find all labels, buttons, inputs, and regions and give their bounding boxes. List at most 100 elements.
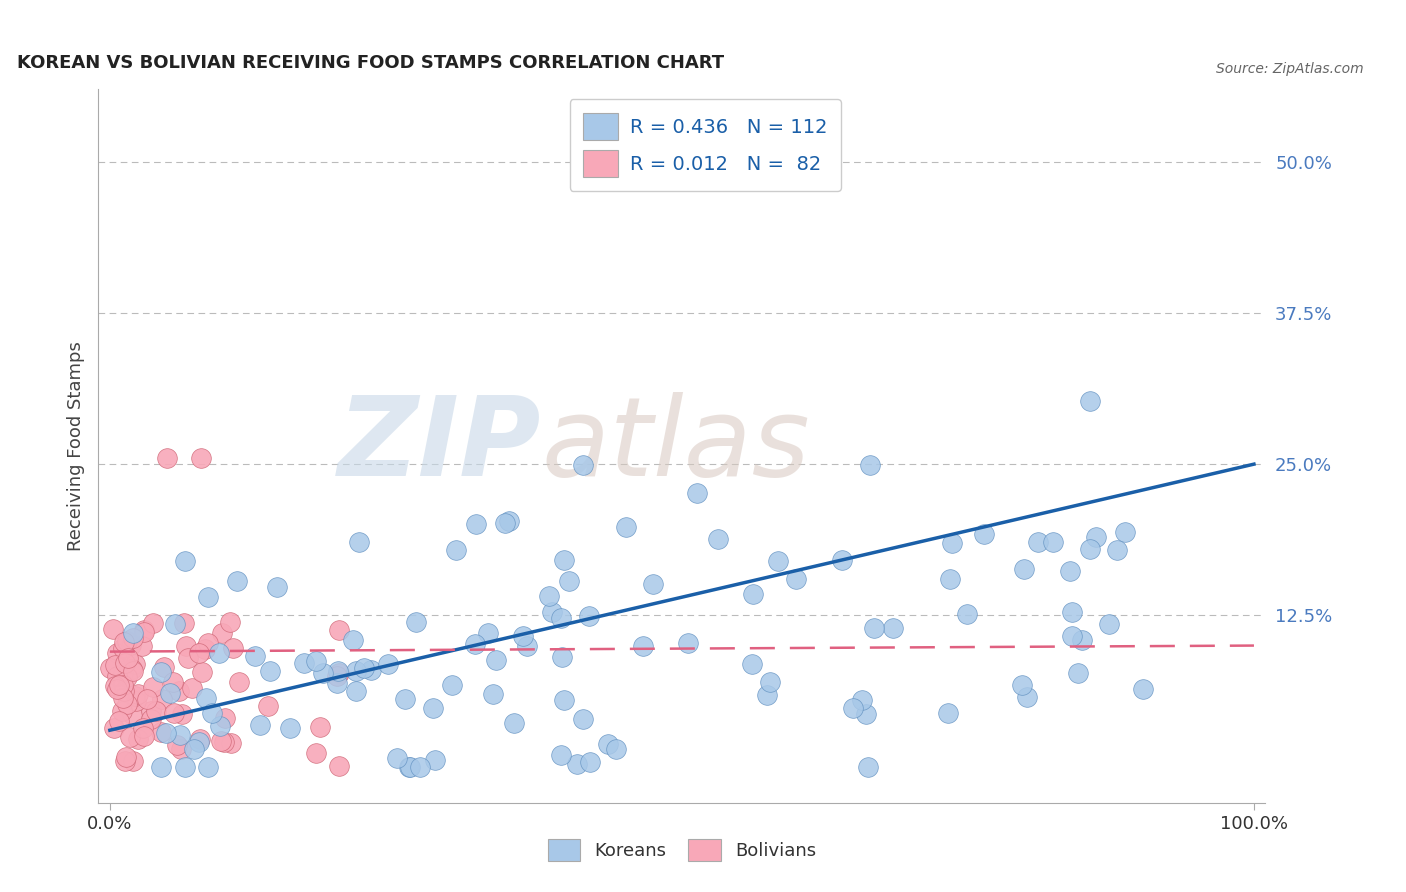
Point (477, 626, 499, 640)
Point (228, 674, 250, 689)
Point (326, 675, 349, 690)
Point (1042, 535, 1064, 549)
Point (170, 742, 193, 756)
Point (441, 678, 464, 692)
Point (956, 607, 979, 621)
Point (159, 686, 181, 700)
Point (464, 516, 486, 531)
Point (134, 624, 156, 639)
Point (394, 692, 416, 706)
Point (553, 692, 575, 706)
Point (342, 633, 364, 648)
Point (422, 701, 444, 715)
Text: KOREAN VS BOLIVIAN RECEIVING FOOD STAMPS CORRELATION CHART: KOREAN VS BOLIVIAN RECEIVING FOOD STAMPS… (17, 54, 724, 72)
Point (163, 617, 186, 632)
Point (707, 533, 730, 547)
Point (498, 515, 520, 529)
Point (494, 516, 516, 530)
Point (115, 634, 138, 648)
Point (209, 734, 232, 748)
Point (191, 665, 214, 680)
Point (1078, 394, 1101, 409)
Point (758, 675, 780, 690)
Text: atlas: atlas (541, 392, 810, 500)
Point (1114, 525, 1136, 540)
Point (105, 668, 128, 682)
Point (605, 742, 627, 756)
Point (1067, 666, 1090, 681)
Point (485, 653, 508, 667)
Point (409, 759, 432, 773)
Point (1015, 690, 1038, 704)
Point (115, 697, 138, 711)
Point (292, 657, 315, 671)
Point (558, 574, 581, 588)
Point (174, 639, 197, 653)
Point (328, 759, 350, 773)
Point (1012, 562, 1035, 576)
Point (170, 707, 193, 722)
Point (882, 621, 904, 635)
Point (132, 729, 155, 743)
Point (149, 759, 172, 773)
Point (197, 636, 219, 650)
Point (1071, 632, 1094, 647)
Point (131, 640, 153, 654)
Point (124, 657, 146, 671)
Point (858, 458, 880, 472)
Point (249, 718, 271, 732)
Point (121, 631, 143, 645)
Point (685, 486, 707, 500)
Point (218, 615, 240, 629)
Point (550, 611, 572, 625)
Point (118, 730, 141, 744)
Point (121, 707, 143, 722)
Point (768, 554, 790, 568)
Point (214, 735, 236, 749)
Point (139, 704, 162, 718)
Point (107, 714, 129, 728)
Point (181, 681, 204, 696)
Point (211, 626, 233, 640)
Point (353, 661, 375, 675)
Point (579, 755, 602, 769)
Point (163, 706, 186, 720)
Point (183, 742, 205, 756)
Point (169, 728, 191, 742)
Point (1084, 529, 1107, 543)
Point (188, 731, 211, 746)
Point (155, 726, 177, 740)
Point (103, 722, 125, 736)
Point (190, 451, 212, 466)
Point (572, 458, 595, 472)
Point (312, 665, 335, 680)
Point (114, 754, 136, 768)
Point (377, 657, 399, 671)
Point (194, 642, 217, 657)
Point (328, 664, 350, 678)
Point (115, 670, 138, 684)
Point (153, 660, 176, 674)
Point (197, 759, 219, 773)
Point (150, 665, 173, 679)
Point (208, 719, 231, 733)
Point (614, 519, 637, 533)
Point (578, 609, 600, 624)
Point (111, 666, 134, 681)
Point (214, 711, 236, 725)
Point (756, 688, 779, 702)
Point (166, 739, 188, 753)
Point (121, 754, 143, 768)
Point (141, 712, 163, 726)
Point (114, 656, 136, 670)
Point (423, 753, 446, 767)
Point (305, 654, 328, 668)
Point (121, 663, 143, 677)
Point (105, 646, 128, 660)
Point (194, 690, 217, 705)
Text: ZIP: ZIP (339, 392, 541, 500)
Point (572, 712, 595, 726)
Point (742, 587, 765, 601)
Point (596, 737, 619, 751)
Point (136, 692, 159, 706)
